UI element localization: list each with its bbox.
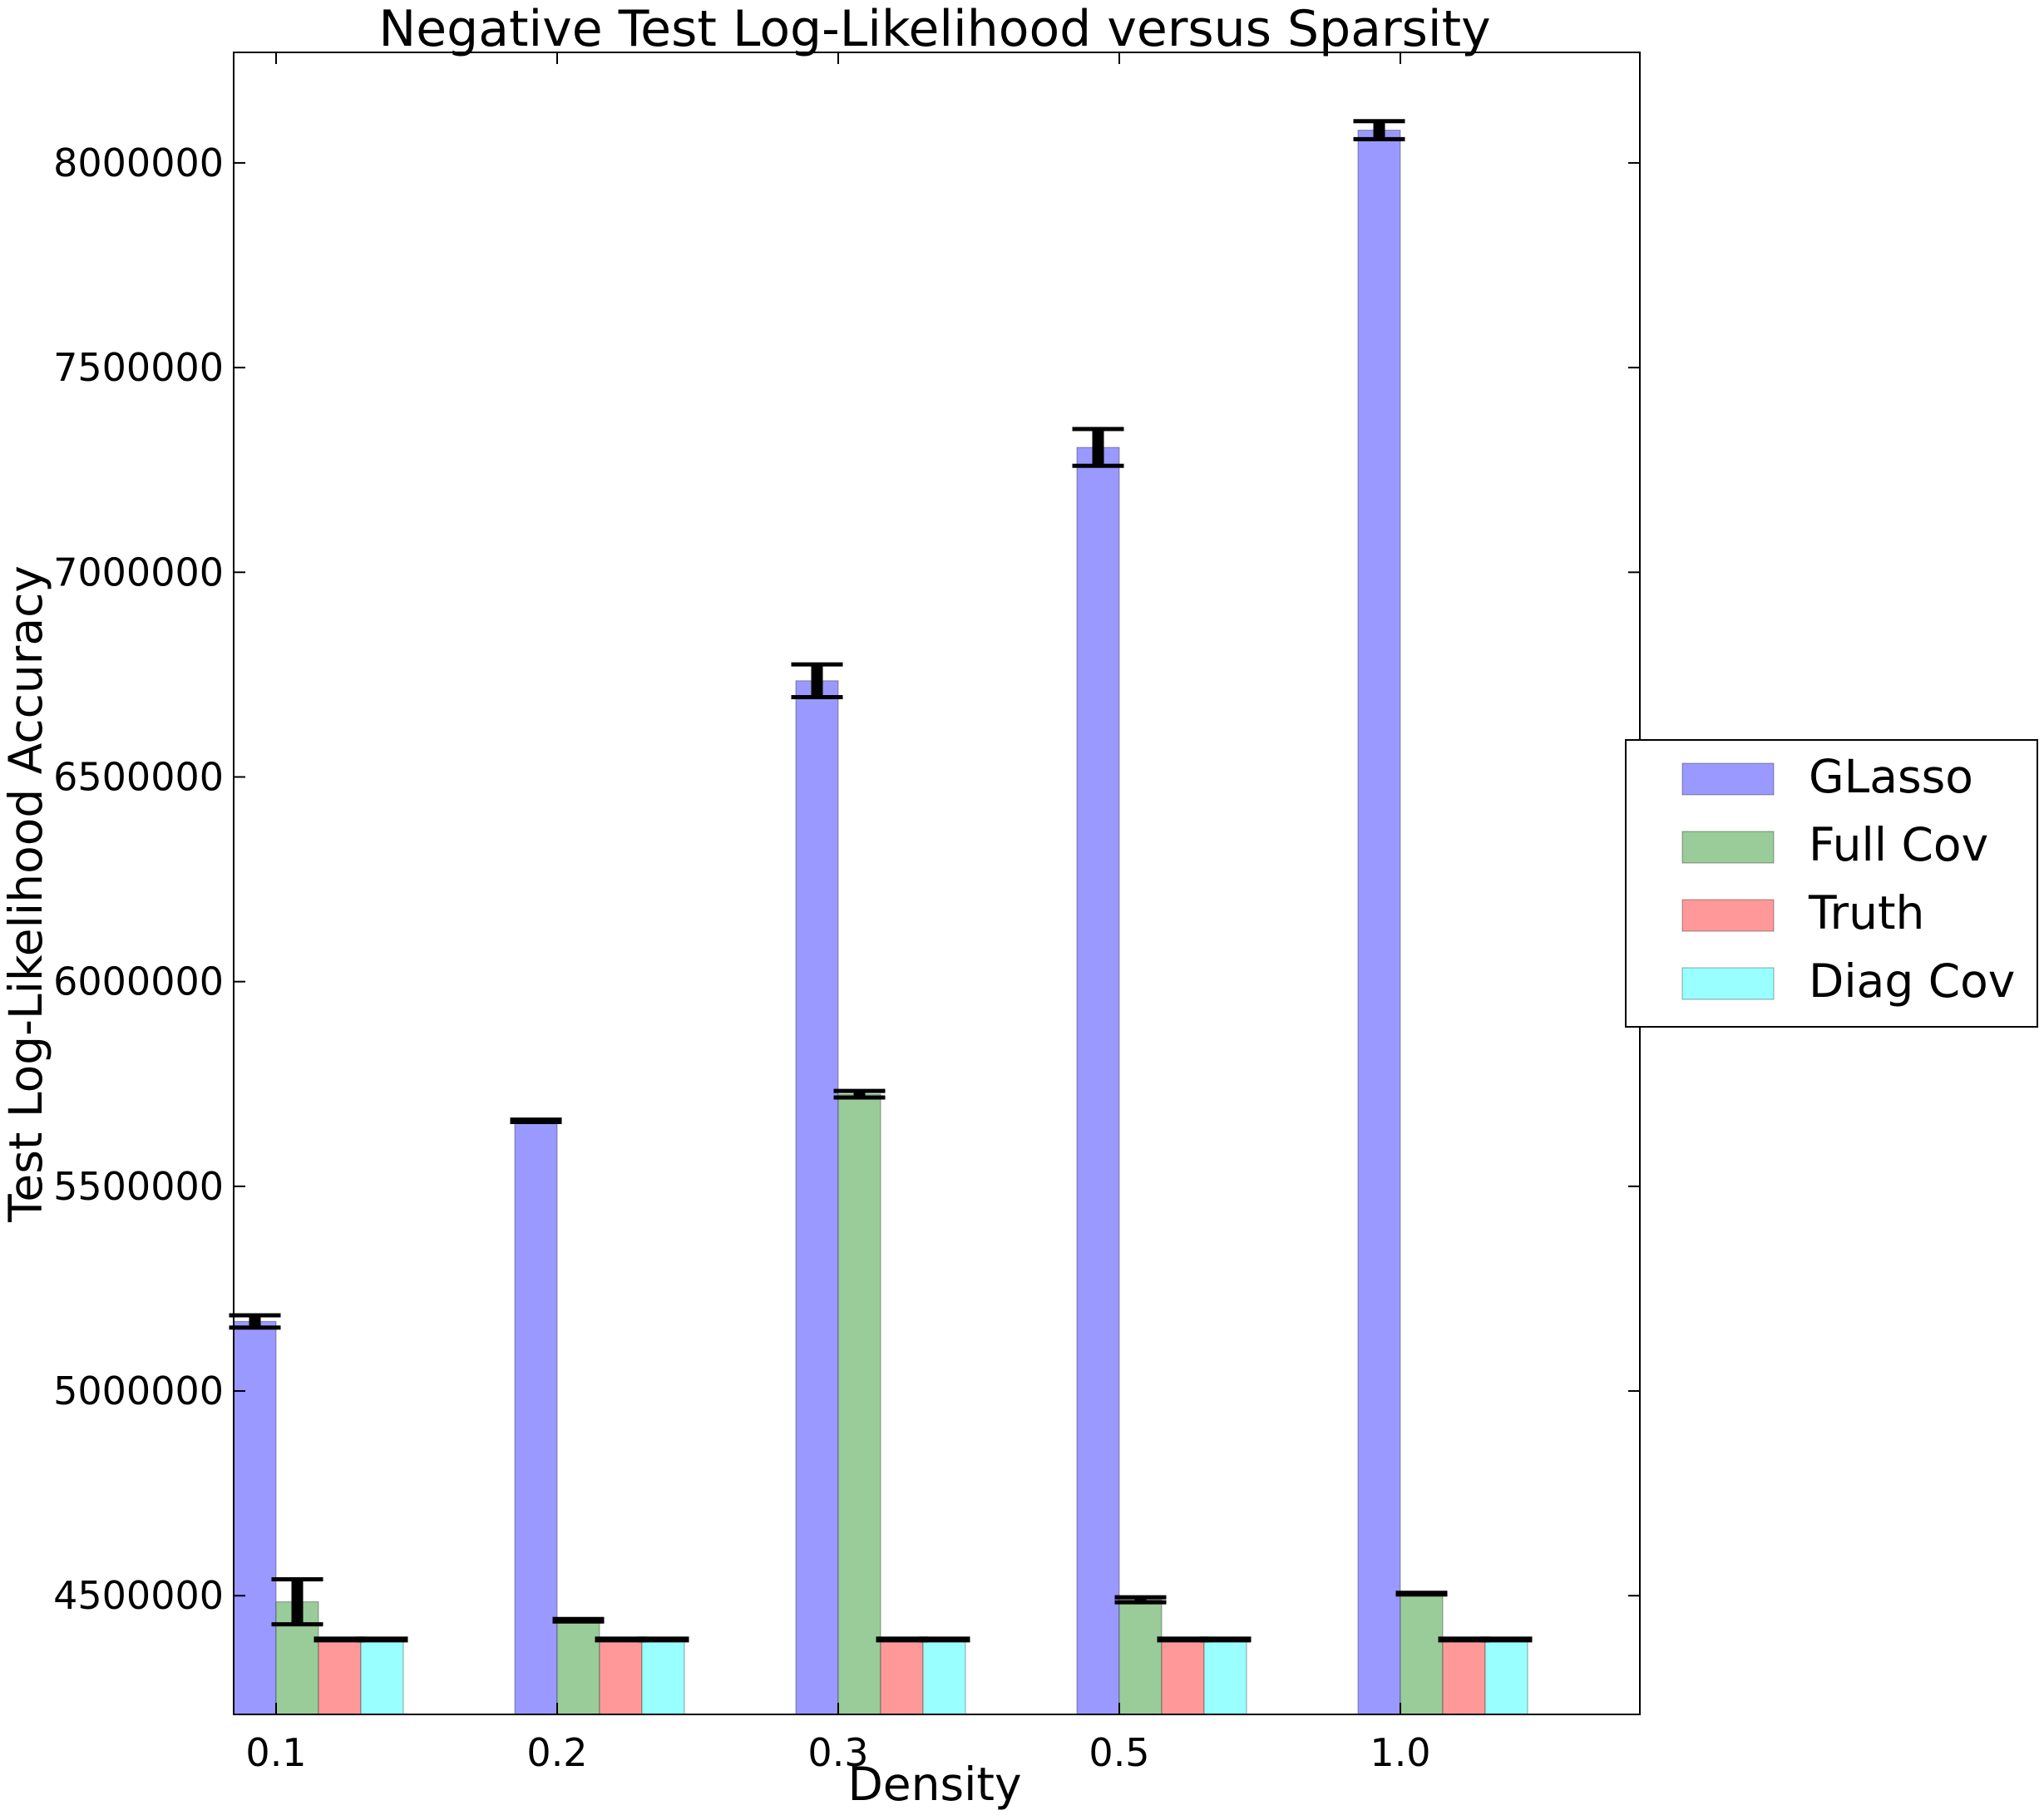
error-bars-layer — [229, 119, 1533, 1643]
error-bar-full-cov-0-2 — [552, 1616, 605, 1624]
y-tick-label: 6000000 — [53, 959, 224, 1004]
legend-label: Diag Cov — [1809, 954, 2015, 1008]
x-axis-label: Density — [847, 1758, 1021, 1811]
error-bar-glasso-0-2 — [510, 1117, 562, 1125]
x-tick-label: 0.1 — [245, 1730, 306, 1775]
bar-full-cov-0-3 — [837, 1093, 881, 1715]
error-bar-full-cov-1-0 — [1395, 1591, 1448, 1597]
error-bar-glasso-0-5 — [1072, 427, 1124, 468]
error-bar-glasso-1-0 — [1353, 119, 1405, 141]
ticks-layer: 4500000 5000000 5500000 6000000 6500000 70000… — [53, 52, 1640, 1775]
plot-area-frame — [233, 52, 1641, 1715]
bar-diag-cov-1-0 — [1484, 1639, 1528, 1715]
bar-diag-cov-0-3 — [922, 1639, 966, 1715]
legend-item-diag-cov: Diag Cov — [1681, 954, 2015, 1008]
y-tick-label: 7500000 — [53, 345, 224, 390]
legend-label: Truth — [1808, 886, 1924, 940]
bar-truth-0-3 — [880, 1639, 924, 1715]
chart-title: Negative Test Log-Likelihood versus Spar… — [378, 0, 1490, 58]
y-tick-label: 6500000 — [53, 754, 224, 799]
bar-full-cov-0-2 — [556, 1620, 600, 1715]
error-bar-glasso-0-1 — [229, 1313, 281, 1330]
bar-full-cov-1-0 — [1400, 1593, 1444, 1715]
legend-item-full-cov: Full Cov — [1681, 818, 1988, 871]
error-bar-diag-cov-0-5 — [1199, 1636, 1252, 1643]
x-tick-label: 0.3 — [807, 1730, 868, 1775]
error-bar-diag-cov-1-0 — [1480, 1636, 1533, 1643]
bars-layer — [233, 130, 1528, 1715]
bar-glasso-0-3 — [795, 680, 839, 1715]
y-tick-label: 4500000 — [53, 1573, 224, 1618]
error-bar-glasso-0-3 — [791, 662, 843, 699]
bar-diag-cov-0-2 — [641, 1639, 685, 1715]
legend-item-glasso: GLasso — [1681, 750, 1973, 803]
error-bar-diag-cov-0-2 — [637, 1636, 689, 1643]
error-bar-full-cov-0-1 — [271, 1577, 323, 1627]
legend: GLasso Full Cov Truth Diag Cov — [1625, 739, 2038, 1028]
error-bar-diag-cov-0-3 — [918, 1636, 970, 1643]
legend-swatch — [1681, 762, 1775, 796]
error-bar-diag-cov-0-1 — [356, 1636, 408, 1643]
x-tick-label: 0.5 — [1089, 1730, 1149, 1775]
bar-glasso-0-5 — [1076, 446, 1120, 1715]
bar-truth-1-0 — [1442, 1639, 1486, 1715]
y-axis-label: Test Log-Likelihood Accuracy — [0, 565, 52, 1223]
bar-glasso-1-0 — [1357, 130, 1401, 1715]
legend-swatch — [1681, 899, 1775, 932]
bar-full-cov-0-5 — [1118, 1599, 1163, 1715]
error-bar-full-cov-0-3 — [833, 1088, 886, 1100]
bar-glasso-0-2 — [514, 1120, 558, 1715]
x-tick-label: 1.0 — [1370, 1730, 1430, 1775]
legend-label: GLasso — [1809, 750, 1973, 803]
error-bar-full-cov-0-5 — [1114, 1595, 1167, 1605]
bar-truth-0-1 — [318, 1639, 362, 1715]
x-tick-label: 0.2 — [526, 1730, 587, 1775]
y-tick-label: 5500000 — [53, 1164, 224, 1209]
legend-swatch — [1681, 831, 1775, 864]
legend-item-truth: Truth — [1681, 886, 1924, 940]
y-tick-label: 7000000 — [53, 550, 224, 594]
bar-diag-cov-0-1 — [360, 1639, 404, 1715]
bar-glasso-0-1 — [233, 1320, 277, 1715]
y-tick-label: 5000000 — [53, 1369, 224, 1413]
bar-diag-cov-0-5 — [1203, 1639, 1247, 1715]
bar-truth-0-5 — [1161, 1639, 1205, 1715]
bar-truth-0-2 — [599, 1639, 643, 1715]
y-tick-label: 8000000 — [53, 141, 224, 185]
legend-swatch — [1681, 967, 1775, 1000]
legend-label: Full Cov — [1809, 818, 1988, 871]
